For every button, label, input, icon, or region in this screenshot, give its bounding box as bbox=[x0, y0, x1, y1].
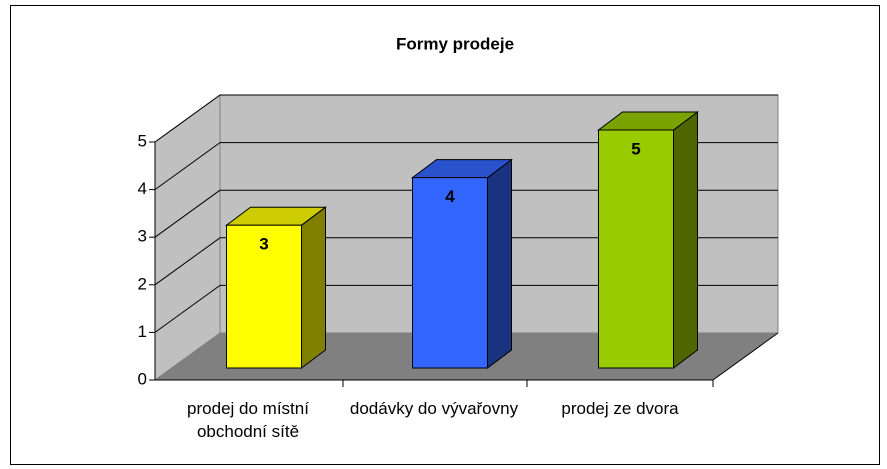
y-tick-label: 1 bbox=[138, 322, 147, 341]
bar-side bbox=[301, 206, 326, 369]
y-tick-label: 2 bbox=[138, 274, 147, 293]
bar-side bbox=[673, 111, 698, 369]
y-tick-label: 4 bbox=[138, 179, 147, 198]
chart-title: Formy prodeje bbox=[396, 34, 514, 53]
bar bbox=[598, 129, 674, 369]
grid-line bbox=[154, 284, 221, 333]
y-tick-label: 0 bbox=[138, 369, 147, 388]
side-wall bbox=[154, 94, 221, 381]
data-label: 5 bbox=[631, 139, 640, 158]
floor-edge bbox=[712, 332, 779, 381]
x-tick-label: dodávky do vývařovny bbox=[349, 399, 519, 418]
x-tick-label: prodej do místní obchodní sítě bbox=[187, 399, 309, 441]
grid-line bbox=[154, 142, 221, 191]
x-tick-label: prodej ze dvora bbox=[561, 399, 679, 418]
grid-line bbox=[154, 189, 221, 238]
bar bbox=[226, 224, 302, 369]
y-tick-label: 3 bbox=[138, 227, 147, 246]
bar-side bbox=[487, 158, 512, 369]
data-label: 4 bbox=[445, 187, 455, 206]
grid-line bbox=[154, 94, 221, 143]
bar bbox=[412, 177, 488, 369]
data-label: 3 bbox=[259, 235, 268, 254]
grid-line bbox=[154, 237, 221, 286]
y-tick-label: 5 bbox=[138, 131, 147, 150]
